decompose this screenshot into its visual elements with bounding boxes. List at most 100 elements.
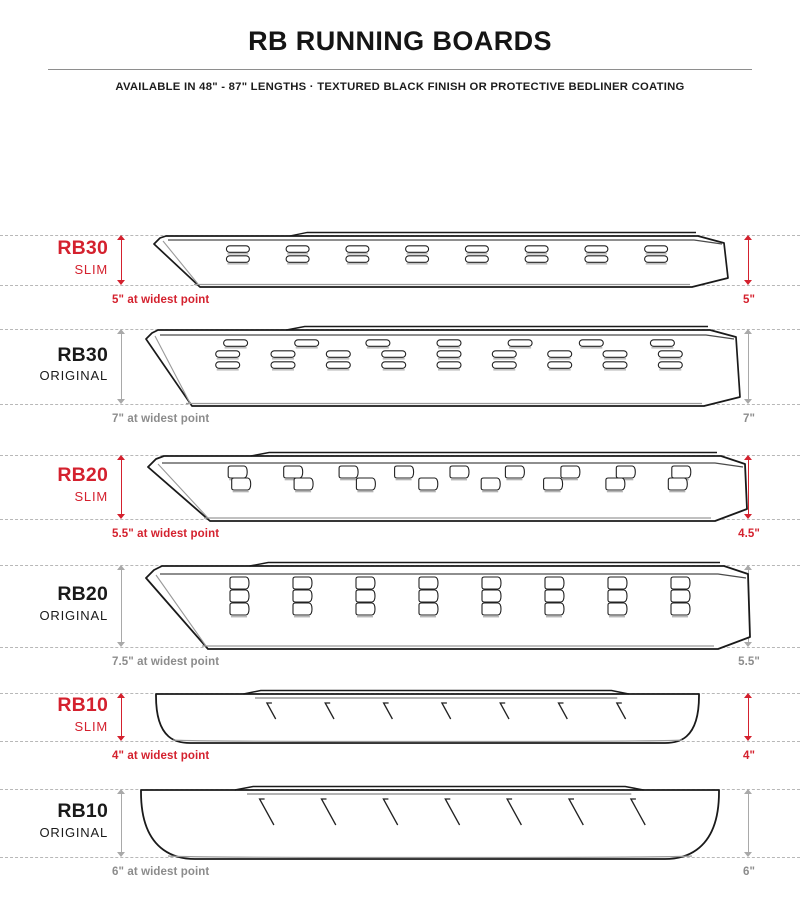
arrow-shaft	[748, 333, 750, 400]
height-caption: 7"	[742, 413, 756, 425]
arrow-shaft	[121, 333, 123, 400]
arrow-shaft	[121, 697, 123, 737]
model-name: RB20	[57, 583, 108, 605]
guide-line-bottom	[0, 741, 800, 742]
width-caption: 6" at widest point	[112, 866, 210, 878]
model-label: RB30 ORIGINAL	[0, 345, 108, 383]
arrow-head-up	[117, 565, 125, 570]
arrow-head-up	[744, 455, 752, 460]
product-row: RB30 SLIM 5" at widest point 5"	[0, 107, 800, 907]
page-title: RB RUNNING BOARDS	[248, 26, 552, 56]
model-label: RB30 SLIM	[0, 237, 108, 277]
arrow-head-up	[744, 235, 752, 240]
guide-line-bottom	[0, 647, 800, 648]
guide-line-top	[0, 455, 800, 456]
model-variant: SLIM	[74, 718, 108, 734]
dimension-arrow-left	[117, 455, 126, 519]
height-caption: 4.5"	[738, 528, 760, 540]
arrow-head-down	[744, 280, 752, 285]
dimension-arrow-right	[744, 455, 753, 519]
width-caption: 4" at widest point	[112, 750, 210, 762]
arrow-head-up	[117, 693, 125, 698]
arrow-head-down	[117, 399, 125, 404]
arrow-head-up	[117, 455, 125, 460]
height-caption: 5.5"	[738, 656, 760, 668]
arrow-head-down	[744, 642, 752, 647]
arrow-head-down	[117, 280, 125, 285]
product-row: RB20 ORIGINAL 7.5" at widest point 5.5"	[0, 107, 800, 907]
board-illustration	[155, 689, 700, 744]
arrow-shaft	[748, 697, 750, 737]
arrow-head-up	[117, 789, 125, 794]
arrow-head-up	[744, 329, 752, 334]
dimension-arrow-right	[744, 329, 753, 404]
arrow-shaft	[121, 569, 123, 643]
board-illustration	[145, 561, 751, 650]
arrow-head-down	[744, 514, 752, 519]
guide-line-bottom	[0, 519, 800, 520]
model-label: RB10 SLIM	[0, 694, 108, 734]
arrow-head-down	[117, 736, 125, 741]
arrow-head-down	[117, 642, 125, 647]
arrow-head-up	[117, 235, 125, 240]
width-caption: 7" at widest point	[112, 413, 210, 425]
guide-line-top	[0, 693, 800, 694]
arrow-shaft	[748, 793, 750, 853]
dimension-arrow-right	[744, 693, 753, 741]
arrow-shaft	[748, 459, 750, 515]
arrow-head-down	[117, 852, 125, 857]
width-caption: 5.5" at widest point	[112, 528, 220, 540]
arrow-head-up	[117, 329, 125, 334]
page-subtitle: AVAILABLE IN 48" - 87" LENGTHS · TEXTURE…	[115, 81, 685, 93]
model-variant: ORIGINAL	[39, 607, 108, 623]
dimension-arrow-left	[117, 789, 126, 857]
arrow-shaft	[121, 459, 123, 515]
guide-line-top	[0, 329, 800, 330]
arrow-head-up	[744, 565, 752, 570]
model-variant: SLIM	[74, 261, 108, 277]
height-caption: 4"	[742, 750, 756, 762]
model-name: RB20	[57, 464, 108, 486]
dimension-arrow-right	[744, 235, 753, 285]
product-row: RB30 ORIGINAL 7" at widest point 7"	[0, 107, 800, 907]
dimension-arrow-right	[744, 565, 753, 647]
height-caption: 5"	[742, 294, 756, 306]
model-name: RB30	[57, 237, 108, 259]
width-caption: 5" at widest point	[112, 294, 210, 306]
guide-line-bottom	[0, 857, 800, 858]
guide-line-top	[0, 235, 800, 236]
product-row: RB10 SLIM 4" at widest point 4"	[0, 107, 800, 907]
arrow-shaft	[121, 239, 123, 281]
model-variant: ORIGINAL	[39, 824, 108, 840]
arrow-shaft	[748, 569, 750, 643]
height-caption: 6"	[742, 866, 756, 878]
board-illustration	[145, 325, 741, 407]
board-illustration	[140, 785, 720, 860]
model-variant: SLIM	[74, 488, 108, 504]
arrow-head-down	[117, 514, 125, 519]
arrow-head-up	[744, 789, 752, 794]
model-name: RB10	[57, 800, 108, 822]
arrow-head-down	[744, 852, 752, 857]
dimension-arrow-left	[117, 693, 126, 741]
arrow-head-down	[744, 736, 752, 741]
model-name: RB10	[57, 694, 108, 716]
arrow-shaft	[748, 239, 750, 281]
dimension-arrow-right	[744, 789, 753, 857]
width-caption: 7.5" at widest point	[112, 656, 220, 668]
model-label: RB10 ORIGINAL	[0, 800, 108, 840]
model-variant: ORIGINAL	[39, 368, 108, 383]
arrow-shaft	[121, 793, 123, 853]
dimension-arrow-left	[117, 329, 126, 404]
guide-line-bottom	[0, 404, 800, 405]
guide-line-top	[0, 565, 800, 566]
title-divider	[48, 69, 752, 70]
dimension-arrow-left	[117, 235, 126, 285]
arrow-head-up	[744, 693, 752, 698]
arrow-head-down	[744, 399, 752, 404]
board-illustration	[147, 451, 748, 522]
dimension-arrow-left	[117, 565, 126, 647]
product-row: RB10 ORIGINAL 6" at widest point 6"	[0, 107, 800, 907]
model-label: RB20 SLIM	[0, 464, 108, 504]
guide-line-top	[0, 789, 800, 790]
